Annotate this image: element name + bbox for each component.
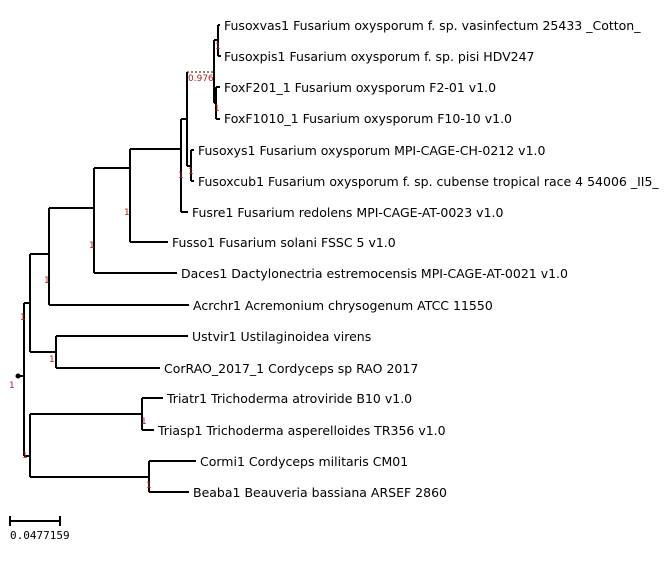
support-value: 1	[44, 276, 50, 286]
leaf-label: Fusoxvas1 Fusarium oxysporum f. sp. vasi…	[224, 18, 641, 33]
leaf-label: Triatr1 Trichoderma atroviride B10 v1.0	[166, 391, 412, 406]
support-value: 1	[146, 481, 152, 491]
support-value: 1	[89, 241, 95, 251]
support-value: 1	[141, 417, 147, 427]
leaf-label: Cormi1 Cordyceps militaris CM01	[200, 454, 408, 469]
support-value: 1	[20, 313, 26, 323]
leaf-label: Fusre1 Fusarium redolens MPI-CAGE-AT-002…	[192, 205, 504, 220]
scale-bar-label: 0.0477159	[10, 529, 70, 542]
support-value: 1	[188, 167, 194, 177]
support-value: 1	[215, 42, 221, 52]
leaf-labels: Fusoxvas1 Fusarium oxysporum f. sp. vasi…	[157, 18, 659, 500]
leaf-label: FoxF1010_1 Fusarium oxysporum F10-10 v1.…	[224, 111, 512, 126]
support-value: 1	[9, 381, 15, 391]
support-value: 1	[49, 355, 55, 365]
leaf-label: Fusso1 Fusarium solani FSSC 5 v1.0	[172, 235, 396, 250]
leaf-label: Triasp1 Trichoderma asperelloides TR356 …	[157, 423, 446, 438]
leaf-label: Fusoxpis1 Fusarium oxysporum f. sp. pisi…	[224, 49, 535, 64]
support-value: 1	[22, 451, 28, 461]
leaf-label: FoxF201_1 Fusarium oxysporum F2-01 v1.0	[224, 80, 496, 95]
leaf-label: Fusoxys1 Fusarium oxysporum MPI-CAGE-CH-…	[198, 143, 546, 158]
tree-branches	[15, 24, 221, 493]
support-value: 1	[124, 208, 130, 218]
scale-bar: 0.0477159	[9, 516, 70, 542]
leaf-label: Acrchr1 Acremonium chrysogenum ATCC 1155…	[193, 298, 493, 313]
leaf-label: Beaba1 Beauveria bassiana ARSEF 2860	[193, 485, 447, 500]
leaf-label: Ustvir1 Ustilaginoidea virens	[192, 329, 371, 344]
support-value: 0.976	[188, 74, 214, 84]
support-value: 1	[214, 104, 220, 114]
support-values: 1 1 0.976 1 1 1 1 1 1 1 1 1 1 1	[9, 42, 221, 491]
support-value: 1	[178, 171, 184, 181]
leaf-label: Daces1 Dactylonectria estremocensis MPI-…	[181, 266, 568, 281]
leaf-label: CorRAO_2017_1 Cordyceps sp RAO 2017	[164, 361, 418, 376]
leaf-label: Fusoxcub1 Fusarium oxysporum f. sp. cube…	[198, 174, 659, 189]
